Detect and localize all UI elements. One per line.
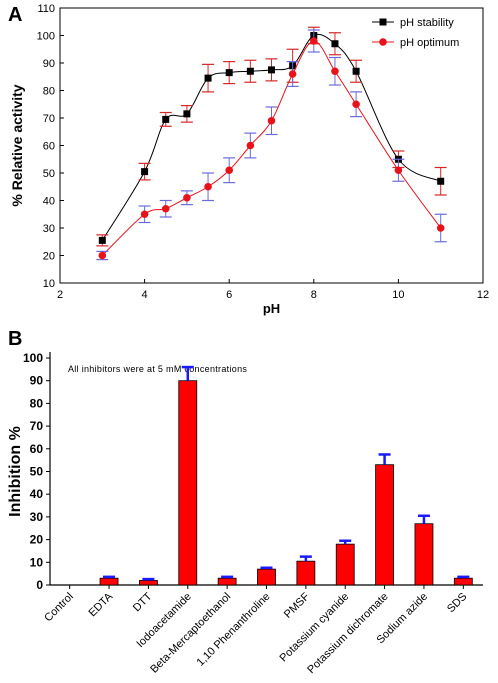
y-tick-label: 20 <box>30 533 44 547</box>
legend-label: pH stability <box>400 17 454 29</box>
x-tick-label: 12 <box>477 289 489 301</box>
data-point-square <box>246 67 254 75</box>
x-tick-label: 1,10 Phenanthroline <box>195 591 273 669</box>
x-tick-label: SDS <box>445 591 469 615</box>
y-tick-label: 110 <box>37 3 55 15</box>
data-point-circle <box>267 116 276 125</box>
data-point-circle <box>140 210 149 219</box>
x-tick-label: 6 <box>226 289 232 301</box>
x-tick-label: 8 <box>311 289 317 301</box>
bar <box>217 577 237 586</box>
y-tick-label: 50 <box>43 168 55 180</box>
y-tick-label: 10 <box>30 555 44 569</box>
data-point-circle <box>352 100 360 109</box>
y-tick-label: 40 <box>43 196 55 208</box>
annotation-text: All inhibitors were at 5 mM concentratio… <box>68 364 247 374</box>
data-point-circle <box>310 37 318 45</box>
panel-label-b: B <box>8 328 23 350</box>
data-point-square <box>183 110 191 118</box>
data-point-circle <box>98 251 107 260</box>
y-tick-label: 100 <box>23 351 43 365</box>
data-point-circle <box>225 166 233 175</box>
y-tick-label: 40 <box>30 487 44 501</box>
data-point-square <box>352 67 360 75</box>
data-point-square <box>98 236 106 244</box>
y-tick-label: 30 <box>43 223 55 235</box>
bar <box>414 523 434 586</box>
bar <box>375 464 394 586</box>
data-point-square <box>162 115 170 123</box>
data-point-circle <box>331 67 339 76</box>
legend-marker <box>379 18 387 26</box>
y-tick-label: 80 <box>30 396 44 410</box>
plot-frame <box>59 7 484 284</box>
x-tick-label: DTT <box>131 590 155 614</box>
y-tick-label: 70 <box>43 113 55 125</box>
data-point-square <box>204 74 212 82</box>
data-point-square <box>268 66 275 74</box>
legend-marker <box>379 38 387 46</box>
x-axis-label: pH <box>263 301 280 316</box>
bar <box>453 577 473 586</box>
y-tick-label: 70 <box>30 419 44 433</box>
data-point-circle <box>436 224 445 232</box>
bar <box>178 380 198 586</box>
data-point-square <box>225 69 233 77</box>
x-tick-label: PMSF <box>282 590 312 620</box>
bar <box>335 543 355 586</box>
inhibition-bar-chart: 0 10 20 30 40 50 60 70 80 90 100 Inhibition % All in… <box>7 351 483 676</box>
data-point-square <box>437 177 445 185</box>
x-tick-label: 10 <box>392 289 404 301</box>
data-point-circle <box>246 141 255 150</box>
data-point-circle <box>183 193 191 202</box>
data-point-square <box>141 168 149 176</box>
y-tick-label: 90 <box>30 374 44 388</box>
y-tick-label: 50 <box>30 465 44 479</box>
bar <box>139 580 158 586</box>
ph-activity-chart: 10 20 30 40 50 60 70 80 90 100 110 2 4 6 8 10 12 pH % Rela… <box>9 3 489 316</box>
y-tick-label: 90 <box>43 58 55 70</box>
data-point-circle <box>394 166 403 175</box>
y-tick-label: 80 <box>43 86 55 98</box>
x-tick-label: EDTA <box>87 590 116 619</box>
y-axis-label: Inhibition % <box>7 426 24 517</box>
data-point-square <box>331 40 339 48</box>
data-point-circle <box>161 204 170 213</box>
panel-label-a: A <box>8 4 23 26</box>
y-tick-label: 60 <box>43 141 55 153</box>
data-point-circle <box>288 70 297 78</box>
y-axis-label: % Relative activity <box>9 84 25 206</box>
legend-label: pH optimum <box>400 37 459 49</box>
y-tick-label: 60 <box>30 442 44 456</box>
x-tick-label: 2 <box>57 289 63 301</box>
bar <box>296 560 316 586</box>
x-tick-label: Potassium cyanide <box>278 591 352 665</box>
y-tick-label: 0 <box>36 578 43 592</box>
data-point-circle <box>204 182 212 191</box>
bar <box>257 568 276 586</box>
bar <box>99 577 119 586</box>
y-tick-label: 30 <box>30 510 44 524</box>
y-tick-label: 100 <box>37 31 55 43</box>
x-tick-label: Control <box>42 591 76 625</box>
y-tick-label: 10 <box>43 278 55 290</box>
y-tick-label: 20 <box>43 251 55 263</box>
x-tick-label: 4 <box>142 289 148 301</box>
